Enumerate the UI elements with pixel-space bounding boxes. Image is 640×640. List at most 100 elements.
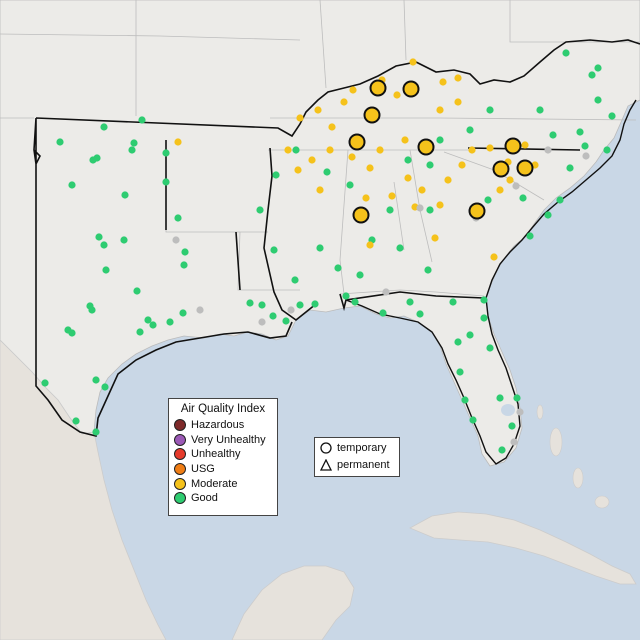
monitor-good[interactable] — [562, 49, 570, 57]
monitor-no-data[interactable] — [510, 438, 518, 446]
monitor-moderate[interactable] — [439, 78, 447, 86]
monitor-good[interactable] — [549, 131, 557, 139]
monitor-good[interactable] — [342, 292, 350, 300]
monitor-no-data[interactable] — [516, 408, 524, 416]
monitor-moderate[interactable] — [468, 146, 476, 154]
monitor-moderate[interactable] — [436, 106, 444, 114]
monitor-moderate[interactable] — [521, 141, 529, 149]
monitor-moderate[interactable] — [296, 114, 304, 122]
monitor-moderate[interactable] — [348, 153, 356, 161]
monitor-moderate[interactable] — [454, 98, 462, 106]
monitor-good[interactable] — [93, 154, 101, 162]
monitor-good[interactable] — [508, 422, 516, 430]
monitor-good[interactable] — [166, 318, 174, 326]
monitor-no-data[interactable] — [582, 152, 590, 160]
monitor-good[interactable] — [469, 416, 477, 424]
temporary-monitor-moderate[interactable] — [516, 159, 534, 177]
temporary-monitor-moderate[interactable] — [504, 137, 522, 155]
monitor-good[interactable] — [603, 146, 611, 154]
monitor-good[interactable] — [356, 271, 364, 279]
monitor-moderate[interactable] — [376, 146, 384, 154]
monitor-good[interactable] — [162, 178, 170, 186]
monitor-good[interactable] — [581, 142, 589, 150]
monitor-good[interactable] — [100, 241, 108, 249]
monitor-good[interactable] — [519, 194, 527, 202]
monitor-good[interactable] — [544, 211, 552, 219]
monitor-good[interactable] — [56, 138, 64, 146]
monitor-good[interactable] — [95, 233, 103, 241]
monitor-moderate[interactable] — [401, 136, 409, 144]
monitor-no-data[interactable] — [258, 318, 266, 326]
monitor-good[interactable] — [498, 446, 506, 454]
monitor-good[interactable] — [588, 71, 596, 79]
monitor-good[interactable] — [258, 301, 266, 309]
monitor-good[interactable] — [456, 368, 464, 376]
monitor-good[interactable] — [323, 168, 331, 176]
temporary-monitor-moderate[interactable] — [363, 106, 381, 124]
monitor-good[interactable] — [68, 329, 76, 337]
monitor-good[interactable] — [351, 298, 359, 306]
monitor-good[interactable] — [130, 139, 138, 147]
monitor-no-data[interactable] — [382, 288, 390, 296]
monitor-good[interactable] — [404, 156, 412, 164]
monitor-moderate[interactable] — [314, 106, 322, 114]
monitor-good[interactable] — [566, 164, 574, 172]
monitor-moderate[interactable] — [409, 58, 417, 66]
monitor-good[interactable] — [138, 116, 146, 124]
monitor-good[interactable] — [246, 299, 254, 307]
monitor-good[interactable] — [576, 128, 584, 136]
monitor-good[interactable] — [316, 244, 324, 252]
monitor-no-data[interactable] — [196, 306, 204, 314]
monitor-good[interactable] — [480, 296, 488, 304]
monitor-moderate[interactable] — [366, 164, 374, 172]
monitor-no-data[interactable] — [416, 204, 424, 212]
temporary-monitor-moderate[interactable] — [402, 80, 420, 98]
monitor-good[interactable] — [269, 312, 277, 320]
monitor-moderate[interactable] — [328, 123, 336, 131]
monitor-good[interactable] — [92, 428, 100, 436]
monitor-good[interactable] — [346, 181, 354, 189]
monitor-good[interactable] — [454, 338, 462, 346]
monitor-moderate[interactable] — [418, 186, 426, 194]
monitor-good[interactable] — [179, 309, 187, 317]
monitor-moderate[interactable] — [340, 98, 348, 106]
monitor-good[interactable] — [256, 206, 264, 214]
monitor-good[interactable] — [396, 244, 404, 252]
monitor-good[interactable] — [88, 306, 96, 314]
monitor-good[interactable] — [102, 266, 110, 274]
temporary-monitor-moderate[interactable] — [369, 79, 387, 97]
monitor-good[interactable] — [426, 206, 434, 214]
monitor-good[interactable] — [386, 206, 394, 214]
monitor-good[interactable] — [181, 248, 189, 256]
monitor-good[interactable] — [416, 310, 424, 318]
monitor-good[interactable] — [144, 316, 152, 324]
monitor-good[interactable] — [180, 261, 188, 269]
monitor-good[interactable] — [526, 232, 534, 240]
monitor-good[interactable] — [100, 123, 108, 131]
monitor-moderate[interactable] — [393, 91, 401, 99]
monitor-good[interactable] — [480, 314, 488, 322]
monitor-moderate[interactable] — [431, 234, 439, 242]
monitor-good[interactable] — [68, 181, 76, 189]
monitor-moderate[interactable] — [496, 186, 504, 194]
monitor-no-data[interactable] — [544, 146, 552, 154]
temporary-monitor-moderate[interactable] — [417, 138, 435, 156]
monitor-good[interactable] — [292, 146, 300, 154]
monitor-good[interactable] — [536, 106, 544, 114]
monitor-moderate[interactable] — [506, 176, 514, 184]
monitor-moderate[interactable] — [366, 241, 374, 249]
monitor-moderate[interactable] — [404, 174, 412, 182]
monitor-good[interactable] — [272, 171, 280, 179]
monitor-good[interactable] — [121, 191, 129, 199]
monitor-good[interactable] — [72, 417, 80, 425]
monitor-moderate[interactable] — [174, 138, 182, 146]
monitor-good[interactable] — [92, 376, 100, 384]
monitor-moderate[interactable] — [284, 146, 292, 154]
monitor-moderate[interactable] — [454, 74, 462, 82]
monitor-moderate[interactable] — [486, 144, 494, 152]
monitor-good[interactable] — [496, 394, 504, 402]
monitor-good[interactable] — [449, 298, 457, 306]
monitor-good[interactable] — [136, 328, 144, 336]
monitor-good[interactable] — [379, 309, 387, 317]
monitor-moderate[interactable] — [444, 176, 452, 184]
